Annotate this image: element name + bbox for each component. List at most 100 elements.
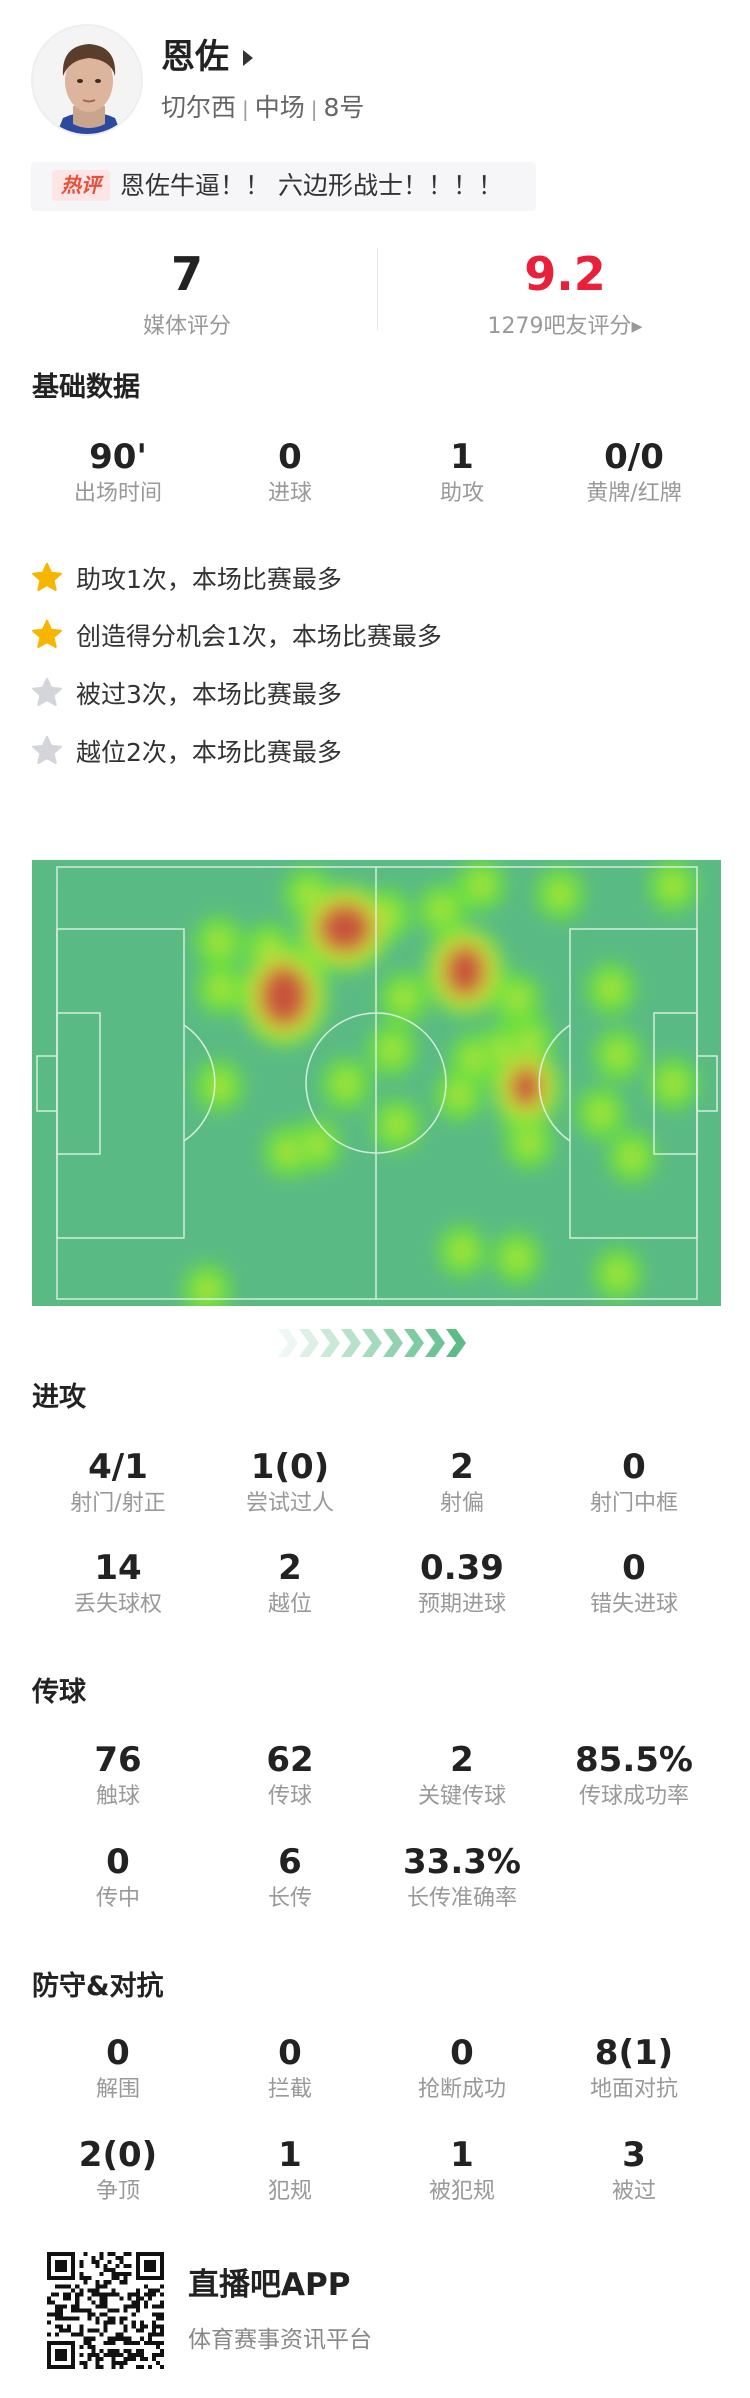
heat-spot <box>309 1136 325 1154</box>
stat-value: 76 <box>94 1740 142 1780</box>
media-rating: 7 媒体评分 <box>37 248 337 342</box>
stat-item: 0 拦截 <box>204 2033 376 2105</box>
stat-label: 被犯规 <box>428 2179 495 2204</box>
chevron-right-icon <box>299 1329 319 1357</box>
stat-item: 0 射门中框 <box>548 1447 720 1519</box>
fan-rating-value: 9.2 <box>524 247 606 301</box>
stat-item: 14 丢失球权 <box>32 1548 204 1620</box>
stat-value: 90' <box>89 437 147 477</box>
heat-spot-hot <box>445 946 485 996</box>
stat-value: 0 <box>278 2033 302 2073</box>
hot-comment[interactable]: 热评 恩佐牛逼！！ 六边形战士！！！！ <box>31 162 536 211</box>
stat-label: 争顶 <box>95 2179 140 2204</box>
hot-comment-text: 恩佐牛逼！！ 六边形战士！！！！ <box>120 171 503 200</box>
heat-spot <box>521 1134 537 1152</box>
heat-spot <box>434 901 450 919</box>
stat-label: 关键传球 <box>417 1784 506 1809</box>
heat-spot-hot <box>319 904 371 952</box>
passing-stats: 76 触球 62 传球 2 关键传球 85.5% 传球成功率 0 传中 6 长传 33.3% 长传准确率 <box>32 1740 720 1914</box>
caret-right-icon[interactable] <box>243 50 253 66</box>
heat-spot <box>280 1143 296 1161</box>
app-slogan: 体育赛事资讯平台 <box>188 2327 372 2353</box>
heat-spot <box>665 1075 681 1093</box>
heat-spot <box>494 1041 510 1059</box>
stat-item: 76 触球 <box>32 1740 204 1812</box>
stat-value: 1 <box>450 2135 474 2175</box>
stat-item: 0 解围 <box>32 2033 204 2105</box>
stat-item: 2 射偏 <box>376 1447 548 1519</box>
section-title-attack: 进攻 <box>32 1382 86 1413</box>
player-info: 切尔西 | 中场 | 8号 <box>161 93 365 122</box>
stat-label: 被过 <box>611 2179 656 2204</box>
stat-item: 2 越位 <box>204 1548 376 1620</box>
stat-value: 0 <box>450 2033 474 2073</box>
stat-value: 0 <box>278 437 302 477</box>
defense-stats: 0 解围 0 拦截 0 抢断成功 8(1) 地面对抗 2(0) 争顶 1 犯规 1 被犯规 3 被过 <box>32 2033 720 2207</box>
stat-value: 2 <box>450 1447 474 1487</box>
player-avatar <box>31 24 143 136</box>
section-title-basic: 基础数据 <box>32 372 140 403</box>
stat-value: 14 <box>94 1548 142 1588</box>
stat-label: 触球 <box>95 1784 140 1809</box>
chevron-right-icon <box>320 1329 340 1357</box>
heat-spot <box>610 1265 626 1283</box>
stat-item: 1 助攻 <box>376 437 548 509</box>
heat-spot <box>261 940 277 958</box>
heat-spot <box>396 989 412 1007</box>
heat-spot <box>509 990 525 1008</box>
team-name: 切尔西 <box>161 93 237 122</box>
star-icon <box>32 562 62 591</box>
heat-spot <box>624 1148 640 1166</box>
stat-item: 0 进球 <box>204 437 376 509</box>
stat-item: 85.5% 传球成功率 <box>548 1740 720 1812</box>
heat-spot <box>338 1075 354 1093</box>
stat-item: 0 错失进球 <box>548 1548 720 1620</box>
stat-value: 1 <box>450 437 474 477</box>
chevron-right-icon <box>425 1329 445 1357</box>
heat-spot <box>379 906 395 924</box>
star-icon <box>32 619 62 648</box>
stat-value: 0 <box>622 1447 646 1487</box>
stat-value: 85.5% <box>575 1740 693 1780</box>
fan-rating[interactable]: 9.2 1279吧友评分▸ <box>415 248 715 342</box>
stat-value: 33.3% <box>403 1842 521 1882</box>
stat-item: 0/0 黄牌/红牌 <box>548 437 720 509</box>
highlight-text: 创造得分机会1次，本场比赛最多 <box>76 622 442 651</box>
heat-spot <box>211 933 227 951</box>
heat-spot <box>473 876 489 894</box>
stat-value: 2 <box>450 1740 474 1780</box>
divider <box>377 248 378 330</box>
attack-stats: 4/1 射门/射正 1(0) 尝试过人 2 射偏 0 射门中框 14 丢失球权 2 越位 0.39 预期进… <box>32 1447 720 1620</box>
stat-item: 4/1 射门/射正 <box>32 1447 204 1519</box>
section-title-passing: 传球 <box>32 1677 86 1708</box>
heat-spot <box>451 1086 467 1104</box>
player-name[interactable]: 恩佐 <box>161 37 229 77</box>
heat-spot-hot <box>511 1067 541 1107</box>
stat-label: 丢失球权 <box>73 1592 162 1617</box>
highlight-text: 助攻1次，本场比赛最多 <box>76 565 342 594</box>
heat-spot <box>603 980 619 998</box>
stat-label: 传球 <box>267 1784 312 1809</box>
stat-label: 传球成功率 <box>578 1784 689 1809</box>
stat-item: 33.3% 长传准确率 <box>376 1842 548 1914</box>
heat-spot <box>211 1077 227 1095</box>
stat-item: 3 被过 <box>548 2135 720 2207</box>
fan-rating-label[interactable]: 1279吧友评分▸ <box>487 314 643 339</box>
highlight-item: 越位2次，本场比赛最多 <box>30 731 342 771</box>
stat-value: 4/1 <box>88 1447 148 1487</box>
stat-value: 1(0) <box>250 1447 330 1487</box>
stat-value: 6 <box>278 1842 302 1882</box>
heat-spot-hot <box>260 966 308 1026</box>
stat-label: 射门中框 <box>589 1491 678 1516</box>
stat-value: 2 <box>278 1548 302 1588</box>
heat-spot <box>466 1050 482 1068</box>
stat-item: 0.39 预期进球 <box>376 1548 548 1620</box>
stat-label: 长传 <box>267 1886 312 1911</box>
stat-value: 62 <box>266 1740 314 1780</box>
stat-label: 越位 <box>267 1592 312 1617</box>
stat-item: 0 传中 <box>32 1842 204 1914</box>
stat-label: 进球 <box>267 481 312 506</box>
position: 中场 <box>254 93 305 122</box>
stat-value: 3 <box>622 2135 646 2175</box>
stat-value: 1 <box>278 2135 302 2175</box>
